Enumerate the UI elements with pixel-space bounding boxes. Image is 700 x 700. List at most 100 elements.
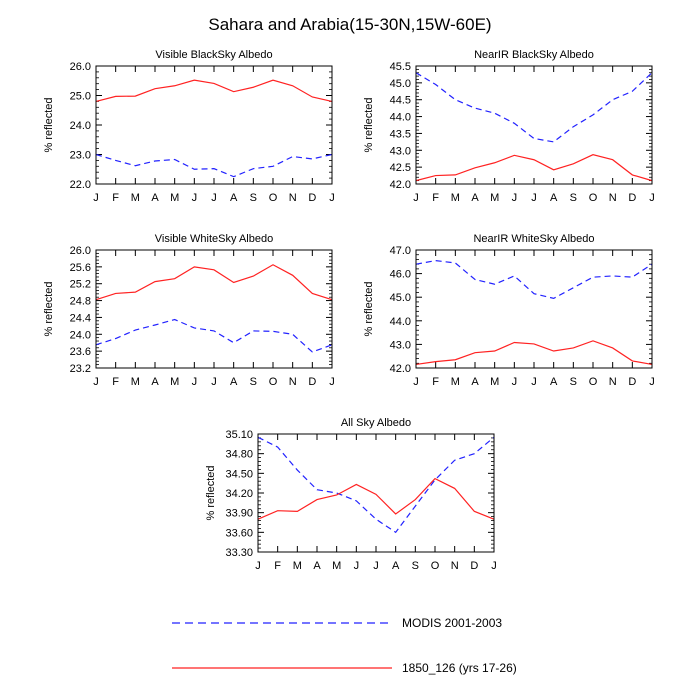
y-tick-label: 42.0 — [390, 363, 411, 375]
x-tick-label: J — [354, 560, 360, 572]
y-tick-label: 45.5 — [390, 61, 411, 73]
x-tick-label: F — [432, 192, 439, 204]
y-tick-label: 24.0 — [70, 120, 91, 132]
x-tick-label: J — [649, 192, 655, 204]
y-tick-label: 42.0 — [390, 179, 411, 191]
x-tick-label: J — [211, 376, 217, 388]
series-line-model — [95, 79, 333, 102]
x-tick-label: M — [451, 376, 460, 388]
x-tick-label: F — [274, 560, 281, 572]
x-tick-label: J — [373, 560, 379, 572]
x-tick-label: D — [628, 376, 636, 388]
x-tick-label: S — [250, 376, 257, 388]
x-tick-label: J — [329, 376, 335, 388]
y-tick-label: 24.8 — [70, 296, 91, 308]
x-tick-label: J — [649, 376, 655, 388]
x-tick-label: D — [628, 192, 636, 204]
y-tick-label: 43.0 — [390, 339, 411, 351]
x-tick-label: F — [112, 192, 119, 204]
legend: MODIS 2001-2003 1850_126 (yrs 17-26) — [172, 616, 517, 675]
x-tick-label: A — [550, 192, 558, 204]
y-tick-label: 25.2 — [70, 279, 91, 291]
panel-title: Visible WhiteSky Albedo — [155, 233, 273, 245]
y-tick-label: 45.0 — [390, 78, 411, 90]
chart-panel-1: Visible BlackSky Albedo % reflected 22.0 23… — [43, 49, 335, 204]
x-tick-label: D — [308, 192, 316, 204]
y-tick-label: 34.20 — [225, 488, 253, 500]
x-tick-label: J — [413, 376, 419, 388]
x-tick-label: J — [531, 192, 537, 204]
x-tick-label: A — [230, 376, 238, 388]
x-tick-label: S — [570, 376, 577, 388]
x-tick-label: D — [308, 376, 316, 388]
x-tick-label: N — [289, 376, 297, 388]
x-tick-label: J — [512, 192, 518, 204]
x-tick-label: N — [609, 192, 617, 204]
x-tick-label: J — [93, 376, 99, 388]
y-tick-label: 44.0 — [390, 112, 411, 124]
y-tick-label: 26.0 — [70, 61, 91, 73]
y-tick-label: 35.10 — [225, 429, 253, 441]
panel-title: NearIR BlackSky Albedo — [474, 49, 594, 61]
panel-title: Visible BlackSky Albedo — [155, 49, 272, 61]
panel-title: NearIR WhiteSky Albedo — [473, 233, 594, 245]
chart-panel-3: Visible WhiteSky Albedo % reflected 23.2 23… — [43, 233, 335, 388]
chart-panel-2: NearIR BlackSky Albedo % reflected 42.0 42.… — [363, 49, 655, 204]
x-tick-label: M — [451, 192, 460, 204]
y-tick-label: 24.0 — [70, 329, 91, 341]
y-tick-label: 34.80 — [225, 449, 253, 461]
x-tick-label: J — [192, 192, 198, 204]
x-tick-label: N — [289, 192, 297, 204]
y-tick-label: 23.0 — [70, 150, 91, 162]
x-tick-label: F — [112, 376, 119, 388]
x-tick-label: J — [531, 376, 537, 388]
x-tick-label: M — [490, 192, 499, 204]
y-tick-label: 23.6 — [70, 346, 91, 358]
x-tick-label: A — [392, 560, 400, 572]
x-tick-label: O — [269, 376, 278, 388]
x-tick-label: J — [491, 560, 497, 572]
y-tick-label: 33.30 — [225, 547, 253, 559]
chart-panel-5: All Sky Albedo % reflected 33.30 33.60 33.90… — [205, 417, 497, 572]
y-tick-label: 43.5 — [390, 128, 411, 140]
y-tick-label: 44.5 — [390, 95, 411, 107]
series-line-modis — [415, 260, 653, 300]
x-tick-label: M — [332, 560, 341, 572]
x-tick-label: M — [131, 376, 140, 388]
series-line-modis — [95, 153, 333, 178]
x-tick-label: M — [170, 376, 179, 388]
x-tick-label: J — [255, 560, 261, 572]
x-tick-label: M — [131, 192, 140, 204]
x-tick-label: M — [490, 376, 499, 388]
x-tick-label: A — [151, 192, 159, 204]
y-tick-label: 23.2 — [70, 363, 91, 375]
x-tick-label: A — [313, 560, 321, 572]
x-tick-label: D — [470, 560, 478, 572]
x-tick-label: N — [609, 376, 617, 388]
x-tick-label: J — [211, 192, 217, 204]
plot-frame — [257, 433, 495, 553]
series-line-modis — [95, 318, 333, 353]
x-tick-label: J — [413, 192, 419, 204]
y-axis-label: % reflected — [363, 281, 375, 336]
legend-modis-label: MODIS 2001-2003 — [402, 616, 502, 630]
series-line-model — [257, 477, 495, 520]
series-line-modis — [415, 72, 653, 143]
y-tick-label: 25.6 — [70, 262, 91, 274]
x-tick-label: S — [570, 192, 577, 204]
x-tick-label: O — [431, 560, 440, 572]
x-tick-label: A — [550, 376, 558, 388]
x-tick-label: O — [589, 376, 598, 388]
panel-title: All Sky Albedo — [341, 417, 411, 429]
y-tick-label: 33.90 — [225, 508, 253, 520]
chart-panel-4: NearIR WhiteSky Albedo % reflected 42.0 43.… — [363, 233, 655, 388]
x-tick-label: J — [512, 376, 518, 388]
x-tick-label: F — [432, 376, 439, 388]
y-axis-label: % reflected — [205, 465, 217, 520]
y-tick-label: 25.0 — [70, 91, 91, 103]
y-tick-label: 33.60 — [225, 527, 253, 539]
x-tick-label: O — [589, 192, 598, 204]
y-axis-label: % reflected — [363, 97, 375, 152]
y-tick-label: 22.0 — [70, 179, 91, 191]
